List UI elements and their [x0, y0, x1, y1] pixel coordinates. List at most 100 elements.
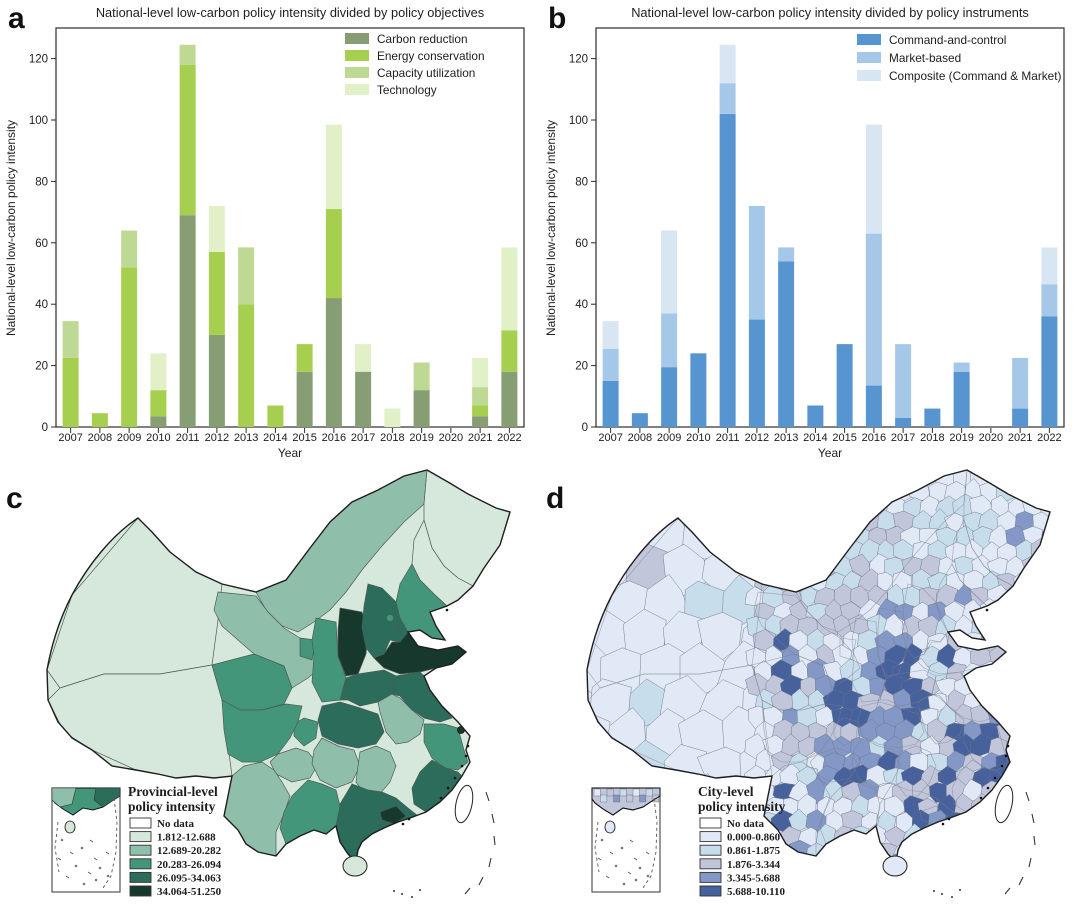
- dash-line-mark: [1025, 791, 1030, 802]
- city-cell: [886, 888, 906, 904]
- taiwan-island: [994, 784, 1014, 824]
- chart-b-title: National-level low-carbon policy intensi…: [631, 5, 1029, 20]
- bar-segment: [238, 247, 255, 305]
- city-cell: [747, 523, 768, 549]
- bar-segment: [179, 215, 196, 427]
- bar-segment: [690, 353, 707, 427]
- city-cell: [799, 470, 819, 488]
- x-tick-label: 2016: [322, 432, 346, 444]
- city-cell: [1060, 615, 1080, 637]
- bar-chart-policy-instruments: National-level low-carbon policy intensi…: [544, 5, 1065, 460]
- city-cell: [875, 470, 897, 476]
- bar-segment: [1041, 284, 1058, 317]
- city-cell: [946, 840, 968, 862]
- city-cell: [1016, 752, 1036, 775]
- city-cell: [1049, 812, 1050, 834]
- islet-dot: [941, 893, 943, 895]
- x-tick-label: 2021: [1008, 432, 1032, 444]
- bar-segment: [472, 357, 489, 388]
- map-legend-title: policy intensity: [128, 799, 216, 814]
- inset-islet: [57, 857, 62, 861]
- inset-dash-line: [594, 821, 600, 873]
- islet-dot: [959, 889, 961, 891]
- city-cell: [1075, 617, 1080, 637]
- city-cell: [1043, 796, 1050, 819]
- bar-segment: [719, 113, 736, 428]
- x-tick-label: 2014: [803, 432, 827, 444]
- bar-segment: [661, 313, 678, 368]
- bar-segment: [472, 387, 489, 406]
- panel-a: National-level low-carbon policy intensi…: [0, 0, 540, 460]
- city-cell: [1048, 510, 1050, 536]
- city-cell: [1008, 674, 1028, 699]
- city-cell: [918, 856, 942, 862]
- city-cell: [1030, 692, 1050, 714]
- x-tick-label: 2020: [979, 432, 1003, 444]
- bar-segment: [384, 408, 401, 427]
- city-cell: [1074, 648, 1080, 670]
- hainan-island: [882, 855, 908, 877]
- x-tick-label: 2010: [686, 432, 710, 444]
- city-cell: [778, 527, 804, 549]
- city-cell: [1057, 644, 1079, 670]
- city-cell: [1058, 854, 1078, 877]
- city-cell: [816, 495, 836, 518]
- coast-islet: [407, 817, 411, 821]
- inset-islet: [646, 874, 650, 878]
- taiwan-island: [454, 784, 474, 824]
- bar-segment: [179, 44, 196, 65]
- city-cell: [772, 479, 796, 504]
- islet-dot: [393, 890, 395, 892]
- bar-segment: [748, 319, 765, 427]
- city-cell: [978, 872, 1002, 891]
- city-cell: [1066, 481, 1080, 505]
- map-legend-range-label: 1.812-12.688: [157, 832, 216, 844]
- province-border-shaanxi: [851, 617, 887, 703]
- city-cell: [756, 470, 776, 472]
- province-ningxia: [299, 637, 317, 661]
- city-cell: [910, 900, 930, 904]
- city-cell: [747, 495, 766, 519]
- city-cell: [912, 869, 930, 894]
- city-cell: [1050, 599, 1069, 621]
- city-cell: [1065, 630, 1080, 655]
- map-legend-range-label: 5.688-10.110: [727, 886, 786, 898]
- inset-islet: [93, 857, 98, 861]
- x-tick-label: 2012: [205, 432, 229, 444]
- coast-islet: [941, 822, 945, 826]
- city-cell: [963, 808, 984, 833]
- city-cell: [883, 470, 907, 491]
- city-cell: [1032, 481, 1050, 506]
- province-border-sichuan: [761, 699, 843, 763]
- city-cell: [1025, 767, 1045, 789]
- city-cell: [868, 883, 888, 904]
- inset-islet: [105, 851, 110, 855]
- inset-coast-stroke: [591, 787, 661, 816]
- inset-islet: [634, 878, 638, 882]
- inset-islet: [80, 846, 84, 850]
- city-cell: [1049, 840, 1050, 862]
- inset-city-cell: [626, 794, 634, 803]
- dash-line-mark: [1033, 835, 1036, 846]
- bar-segment: [719, 44, 736, 84]
- city-cell: [1040, 733, 1050, 759]
- coast-islet: [986, 786, 990, 790]
- city-cell: [990, 887, 1011, 904]
- city-cell: [833, 470, 855, 489]
- province-border-gansu: [753, 591, 861, 689]
- x-tick-label: 2012: [745, 432, 769, 444]
- city-cell: [842, 899, 863, 904]
- city-cell: [1076, 824, 1080, 847]
- panel-c-letter: c: [6, 482, 23, 515]
- y-tick-label: 20: [575, 361, 588, 373]
- city-cell: [1075, 708, 1080, 728]
- city-cell: [587, 543, 594, 596]
- city-cell: [1004, 856, 1026, 862]
- city-cell: [587, 747, 594, 797]
- bar-segment: [472, 416, 489, 427]
- city-cell: [1075, 737, 1080, 760]
- legend-swatch: [857, 52, 881, 63]
- inset-islet: [633, 857, 638, 861]
- bar-segment: [924, 408, 941, 427]
- legend-swatch: [345, 67, 369, 78]
